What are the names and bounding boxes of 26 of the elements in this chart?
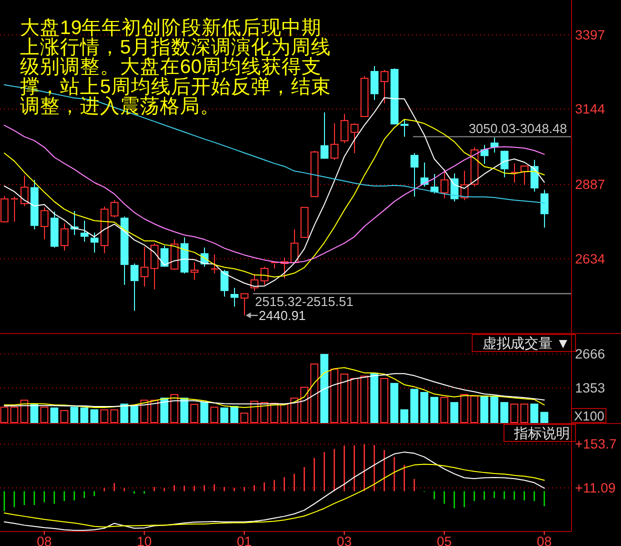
ref-line: 3050.03-3048.48 — [413, 121, 571, 138]
ref-line-label: 2515.32-2515.51 — [255, 294, 354, 310]
y-tick-label: 3397 — [575, 27, 606, 42]
annotation: 2440.91 — [246, 308, 306, 323]
ref-line: 2515.32-2515.51 — [253, 292, 571, 310]
x-tick-label: 03 — [336, 534, 352, 546]
y-tick-label: 2887 — [575, 177, 606, 192]
x-tick-label: 01 — [236, 534, 252, 546]
y-tick-label: 3144 — [575, 102, 606, 117]
chart-title: 指标说明 — [513, 425, 570, 441]
x-tick-label: 08 — [36, 534, 52, 546]
y-tick-label: 2634 — [575, 251, 606, 266]
ref-line-label: 3050.03-3048.48 — [468, 121, 567, 136]
y-tick-label: +153.7 — [575, 436, 617, 452]
y-tick-label: +11.09 — [575, 480, 616, 496]
chart-title: 虚拟成交量 ▼ — [482, 335, 570, 351]
y-axis-title: X100 — [574, 408, 604, 424]
x-tick-label: 08 — [536, 534, 552, 546]
annotation: 2440.91 — [258, 308, 306, 323]
x-tick-label: 05 — [436, 534, 452, 546]
y-tick-label: 1353 — [575, 380, 606, 396]
y-tick-label: 2666 — [575, 346, 606, 362]
title: 指标说明 — [504, 424, 576, 442]
title: 虚拟成交量 ▼ — [472, 334, 576, 352]
x-tick-label: 10 — [136, 534, 152, 546]
ylabel: X100 — [571, 408, 606, 424]
